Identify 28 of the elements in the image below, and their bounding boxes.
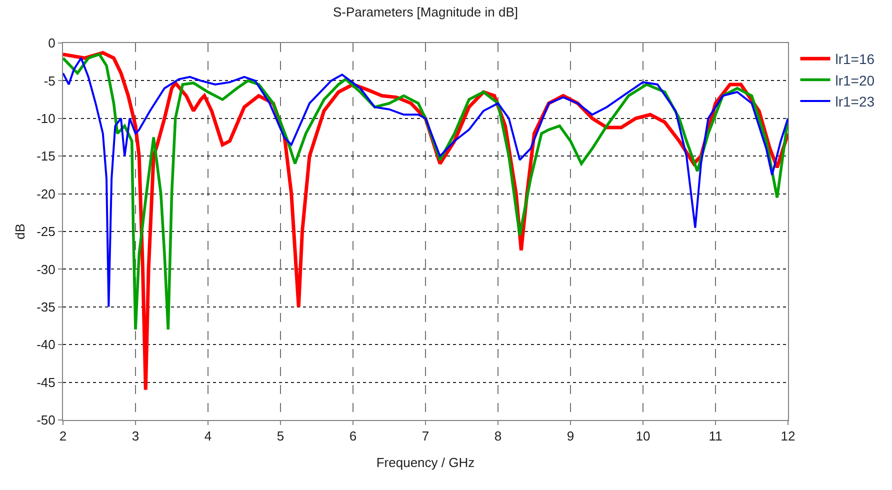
y-tick-label: -40 xyxy=(36,337,56,352)
y-tick-label: -45 xyxy=(36,374,56,390)
y-tick-label: 0 xyxy=(48,36,56,51)
legend-label: lr1=20 xyxy=(835,72,875,88)
y-tick-label: -20 xyxy=(36,186,56,202)
chart-title: S-Parameters [Magnitude in dB] xyxy=(333,4,518,20)
x-tick-label: 2 xyxy=(59,428,67,444)
x-tick-label: 7 xyxy=(422,428,430,444)
x-tick-label: 3 xyxy=(132,428,140,444)
x-tick-label: 11 xyxy=(708,428,722,444)
legend-label: lr1=23 xyxy=(835,93,875,110)
y-tick-label: -30 xyxy=(36,262,56,277)
y-tick-label: -35 xyxy=(36,299,56,314)
x-axis-title: Frequency / GHz xyxy=(376,455,475,470)
x-tick-label: 6 xyxy=(349,428,357,444)
y-tick-label: -50 xyxy=(36,412,56,428)
legend-label: lr1=16 xyxy=(835,51,875,68)
y-tick-label: -15 xyxy=(36,148,56,164)
y-tick-label: -5 xyxy=(44,73,56,88)
x-tick-label: 9 xyxy=(566,428,574,444)
y-tick-label: -10 xyxy=(36,110,56,126)
x-tick-label: 12 xyxy=(780,428,796,444)
y-axis-title: dB xyxy=(12,224,28,240)
y-tick-label: -25 xyxy=(36,224,56,240)
x-tick-label: 10 xyxy=(636,428,650,444)
x-tick-label: 5 xyxy=(276,428,284,444)
x-tick-label: 4 xyxy=(204,428,212,444)
x-tick-label: 8 xyxy=(494,428,502,444)
